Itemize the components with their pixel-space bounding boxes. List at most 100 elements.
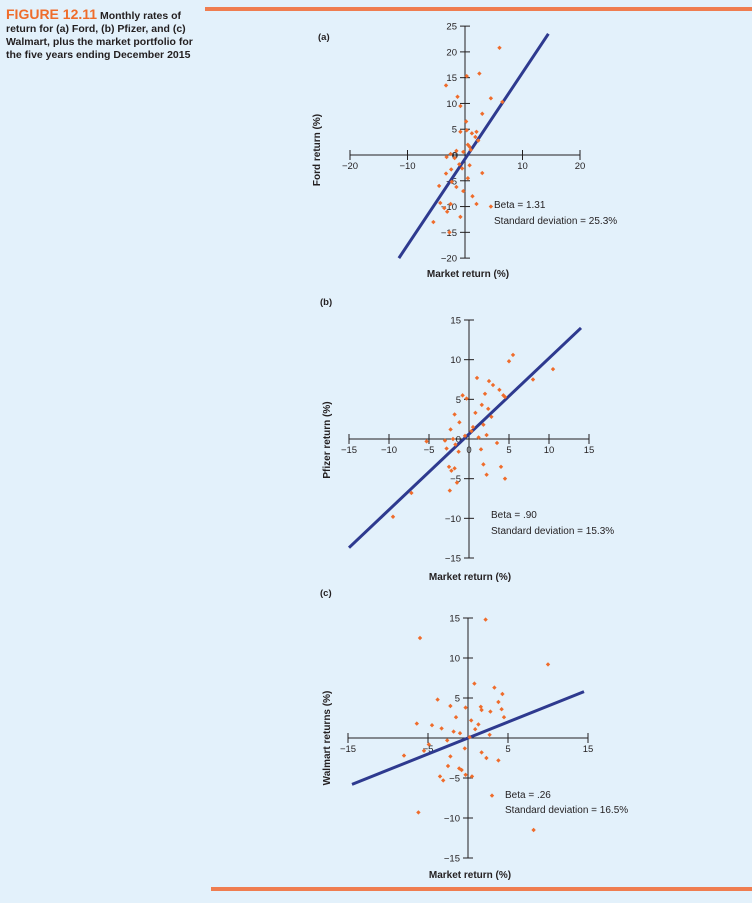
data-point — [486, 378, 492, 384]
data-point — [488, 709, 493, 714]
data-point — [450, 436, 456, 442]
data-point — [444, 154, 449, 160]
data-point — [500, 99, 505, 105]
data-point — [452, 155, 457, 161]
data-point — [417, 635, 423, 641]
x-tick-label: −10 — [399, 161, 415, 172]
data-point — [438, 200, 443, 206]
top-rule — [205, 7, 752, 11]
data-point — [444, 209, 450, 214]
data-point — [484, 432, 489, 438]
data-point — [442, 438, 448, 443]
data-point — [464, 128, 469, 133]
data-point — [501, 715, 507, 720]
data-point — [510, 352, 516, 358]
data-point — [474, 129, 479, 134]
data-point — [444, 446, 449, 451]
data-point — [474, 375, 480, 381]
x-tick-label: 10 — [517, 161, 528, 172]
data-point — [481, 462, 486, 467]
y-axis-label: Walmart returns (%) — [322, 691, 333, 786]
data-point — [463, 119, 469, 124]
data-point — [467, 144, 472, 149]
data-point — [443, 171, 449, 176]
data-point — [476, 435, 481, 440]
data-point — [458, 103, 463, 109]
data-point — [458, 214, 463, 220]
sd-annotation: Standard deviation = 25.3% — [494, 216, 617, 227]
data-point — [442, 205, 447, 211]
data-point — [454, 184, 459, 190]
y-tick-label: −10 — [441, 202, 457, 213]
data-point — [449, 468, 454, 473]
data-point — [489, 414, 494, 419]
data-point — [496, 758, 501, 763]
x-axis-label: Market return (%) — [429, 870, 511, 881]
data-point — [476, 722, 481, 727]
y-tick-label: 15 — [450, 316, 461, 327]
x-tick-label: 5 — [505, 744, 510, 755]
data-point — [497, 387, 502, 393]
data-point — [484, 755, 489, 761]
data-point — [414, 721, 419, 726]
data-point — [457, 731, 463, 736]
data-point — [465, 176, 471, 181]
data-point — [502, 394, 508, 400]
data-point — [436, 183, 442, 189]
data-point — [500, 691, 505, 697]
data-point — [401, 753, 407, 758]
data-point — [469, 428, 474, 434]
data-point — [437, 774, 443, 779]
x-tick-label: −20 — [342, 161, 358, 172]
figure-label: FIGURE 12.11 — [6, 6, 98, 22]
data-point — [502, 476, 508, 481]
y-tick-label: 0 — [453, 151, 458, 162]
data-point — [449, 167, 454, 172]
y-tick-label: −10 — [445, 514, 461, 525]
data-point — [478, 704, 483, 709]
data-point — [409, 490, 414, 496]
y-tick-label: −10 — [444, 814, 460, 825]
data-point — [473, 727, 478, 732]
beta-annotation: Beta = 1.31 — [494, 200, 546, 211]
data-point — [469, 718, 474, 723]
data-point — [480, 170, 485, 176]
data-point — [449, 179, 454, 185]
x-tick-label: −5 — [423, 744, 434, 755]
data-point — [453, 442, 458, 447]
y-tick-label: 20 — [446, 47, 457, 58]
data-point — [545, 662, 551, 667]
data-point — [464, 73, 469, 79]
data-point — [448, 703, 453, 709]
data-point — [463, 772, 468, 777]
sd-annotation: Standard deviation = 16.5% — [505, 805, 628, 816]
panel-label: (a) — [318, 32, 330, 43]
x-tick-label: −15 — [341, 445, 357, 456]
data-point — [451, 729, 456, 734]
data-point — [479, 750, 484, 755]
caption-text: Monthly rates of return for (a) Ford, (b… — [6, 10, 193, 61]
x-tick-label: 15 — [583, 744, 594, 755]
sd-annotation: Standard deviation = 15.3% — [491, 526, 614, 537]
y-tick-label: 10 — [446, 99, 457, 110]
y-tick-label: −20 — [441, 254, 457, 265]
y-tick-label: −15 — [444, 854, 460, 865]
data-point — [476, 138, 481, 143]
data-point — [446, 464, 452, 469]
data-point — [473, 134, 478, 140]
data-point — [441, 778, 446, 783]
data-point — [435, 697, 440, 702]
data-point — [462, 746, 467, 751]
data-point — [470, 424, 476, 430]
data-point — [439, 726, 444, 731]
data-point — [463, 705, 468, 710]
data-point — [478, 447, 484, 452]
data-point — [424, 439, 429, 444]
data-point — [467, 163, 472, 168]
data-point — [488, 96, 494, 101]
data-point — [445, 738, 450, 743]
data-point — [459, 166, 465, 171]
data-point — [482, 391, 488, 396]
data-point — [448, 427, 453, 432]
x-tick-label: 20 — [575, 161, 586, 172]
